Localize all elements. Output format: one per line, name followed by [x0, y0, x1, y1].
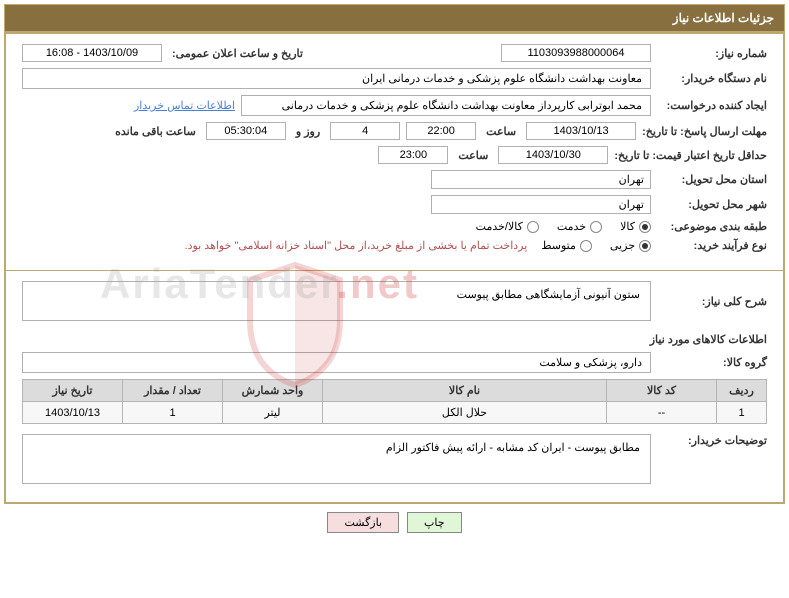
radio-medium[interactable]: متوسط — [541, 239, 592, 252]
td-code: -- — [607, 402, 717, 424]
label-city: شهر محل تحویل: — [657, 198, 767, 211]
radio-goods[interactable]: کالا — [620, 220, 651, 233]
label-buyer-org: نام دستگاه خریدار: — [657, 72, 767, 85]
radio-partial[interactable]: جزیی — [610, 239, 651, 252]
label-time-2: ساعت — [454, 149, 492, 162]
radio-dot-icon — [580, 240, 592, 252]
panel-header: جزئیات اطلاعات نیاز — [4, 4, 785, 32]
row-reply-deadline: مهلت ارسال پاسخ: تا تاریخ: 1403/10/13 سا… — [22, 122, 767, 140]
buyer-contact-link[interactable]: اطلاعات تماس خریدار — [134, 99, 235, 112]
field-requester: محمد ابوترابی کارپرداز معاونت بهداشت دان… — [241, 95, 651, 116]
td-qty: 1 — [123, 402, 223, 424]
label-province: استان محل تحویل: — [657, 173, 767, 186]
main-frame: شماره نیاز: 1103093988000064 تاریخ و ساع… — [4, 32, 785, 504]
row-category: طبقه بندی موضوعی: کالا خدمت کالا/خدمت — [22, 220, 767, 233]
radio-dot-icon — [590, 221, 602, 233]
label-category: طبقه بندی موضوعی: — [657, 220, 767, 233]
table-row: 1 -- حلال الکل لیتر 1 1403/10/13 — [23, 402, 767, 424]
row-city: شهر محل تحویل: تهران — [22, 195, 767, 214]
row-need-number: شماره نیاز: 1103093988000064 تاریخ و ساع… — [22, 44, 767, 62]
row-process-type: نوع فرآیند خرید: جزیی متوسط پرداخت تمام … — [22, 239, 767, 252]
field-buyer-org: معاونت بهداشت دانشگاه علوم پزشکی و خدمات… — [22, 68, 651, 89]
field-general-desc: ستون آنیونی آزمایشگاهی مطابق پیوست — [22, 281, 651, 321]
th-qty: تعداد / مقدار — [123, 380, 223, 402]
th-date: تاریخ نیاز — [23, 380, 123, 402]
td-row: 1 — [717, 402, 767, 424]
payment-note: پرداخت تمام یا بخشی از مبلغ خرید،از محل … — [185, 239, 528, 252]
field-province: تهران — [431, 170, 651, 189]
items-section-title: اطلاعات کالاهای مورد نیاز — [22, 327, 767, 352]
td-unit: لیتر — [223, 402, 323, 424]
row-requester: ایجاد کننده درخواست: محمد ابوترابی کارپر… — [22, 95, 767, 116]
th-code: کد کالا — [607, 380, 717, 402]
row-buyer-notes: توضیحات خریدار: مطابق پیوست - ایران کد م… — [22, 434, 767, 484]
td-date: 1403/10/13 — [23, 402, 123, 424]
radio-service[interactable]: خدمت — [557, 220, 602, 233]
label-remain: ساعت باقی مانده — [111, 125, 200, 138]
field-countdown: 05:30:04 — [206, 122, 286, 140]
radio-dot-icon — [639, 240, 651, 252]
th-row: ردیف — [717, 380, 767, 402]
field-reply-date: 1403/10/13 — [526, 122, 636, 140]
label-announce: تاریخ و ساعت اعلان عمومی: — [168, 47, 307, 60]
panel-title: جزئیات اطلاعات نیاز — [673, 11, 774, 25]
radio-dot-icon — [639, 221, 651, 233]
field-price-time: 23:00 — [378, 146, 448, 164]
label-requester: ایجاد کننده درخواست: — [657, 99, 767, 112]
label-need-no: شماره نیاز: — [657, 47, 767, 60]
label-time-1: ساعت — [482, 125, 520, 138]
field-city: تهران — [431, 195, 651, 214]
field-need-no: 1103093988000064 — [501, 44, 651, 62]
field-announce: 1403/10/09 - 16:08 — [22, 44, 162, 62]
radio-both[interactable]: کالا/خدمت — [476, 220, 539, 233]
field-buyer-notes: مطابق پیوست - ایران کد مشابه - ارائه پیش… — [22, 434, 651, 484]
row-buyer-org: نام دستگاه خریدار: معاونت بهداشت دانشگاه… — [22, 68, 767, 89]
label-buyer-notes: توضیحات خریدار: — [657, 434, 767, 447]
field-reply-time: 22:00 — [406, 122, 476, 140]
label-group: گروه کالا: — [657, 356, 767, 369]
td-name: حلال الکل — [323, 402, 607, 424]
th-name: نام کالا — [323, 380, 607, 402]
label-price-valid: حداقل تاریخ اعتبار قیمت: تا تاریخ: — [614, 149, 767, 162]
table-header-row: ردیف کد کالا نام کالا واحد شمارش تعداد /… — [23, 380, 767, 402]
row-group: گروه کالا: دارو، پزشکی و سلامت — [22, 352, 767, 373]
items-table: ردیف کد کالا نام کالا واحد شمارش تعداد /… — [22, 379, 767, 424]
row-province: استان محل تحویل: تهران — [22, 170, 767, 189]
radio-dot-icon — [527, 221, 539, 233]
th-unit: واحد شمارش — [223, 380, 323, 402]
footer-buttons: چاپ بازگشت — [4, 512, 785, 533]
field-group: دارو، پزشکی و سلامت — [22, 352, 651, 373]
field-price-date: 1403/10/30 — [498, 146, 608, 164]
label-days-and: روز و — [292, 125, 324, 138]
label-reply-deadline: مهلت ارسال پاسخ: تا تاریخ: — [642, 125, 767, 138]
row-price-validity: حداقل تاریخ اعتبار قیمت: تا تاریخ: 1403/… — [22, 146, 767, 164]
field-days: 4 — [330, 122, 400, 140]
label-process: نوع فرآیند خرید: — [657, 239, 767, 252]
label-general-desc: شرح کلی نیاز: — [657, 295, 767, 308]
row-general-desc: شرح کلی نیاز: ستون آنیونی آزمایشگاهی مطا… — [22, 281, 767, 321]
back-button[interactable]: بازگشت — [327, 512, 399, 533]
print-button[interactable]: چاپ — [407, 512, 462, 533]
